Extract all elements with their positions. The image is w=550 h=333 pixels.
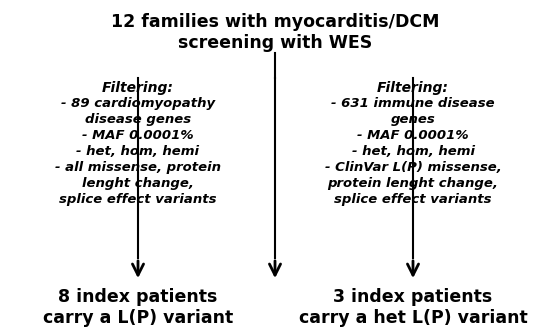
Text: - 89 cardiomyopathy
disease genes
- MAF 0.0001%
- het, hom, hemi
- all missense,: - 89 cardiomyopathy disease genes - MAF … [55,97,221,206]
Text: Filtering:: Filtering: [377,81,449,95]
Text: 8 index patients
carry a L(P) variant: 8 index patients carry a L(P) variant [43,288,233,327]
Text: - 631 immune disease
genes
- MAF 0.0001%
- het, hom, hemi
- ClinVar L(P) missens: - 631 immune disease genes - MAF 0.0001%… [324,97,502,206]
Text: 3 index patients
carry a het L(P) variant: 3 index patients carry a het L(P) varian… [299,288,527,327]
Text: Filtering:: Filtering: [102,81,174,95]
Text: 12 families with myocarditis/DCM
screening with WES: 12 families with myocarditis/DCM screeni… [111,13,439,52]
